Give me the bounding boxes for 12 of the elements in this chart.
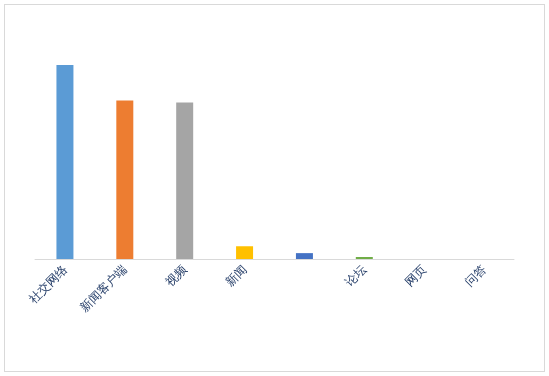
x-tick-label: 网页: [402, 262, 430, 289]
bar: [56, 65, 74, 259]
x-tick-label: 问答: [462, 262, 490, 289]
x-tick-label: 新闻: [222, 262, 250, 289]
bar: [236, 246, 254, 259]
x-tick-label: 论坛: [342, 262, 370, 289]
bar: [116, 100, 134, 259]
x-tick-label: 视频: [162, 262, 190, 289]
x-tick-label: 社交网络: [26, 262, 70, 306]
bar: [296, 253, 313, 259]
x-tick-label: 新闻客户端: [77, 262, 130, 314]
bar: [176, 102, 194, 259]
